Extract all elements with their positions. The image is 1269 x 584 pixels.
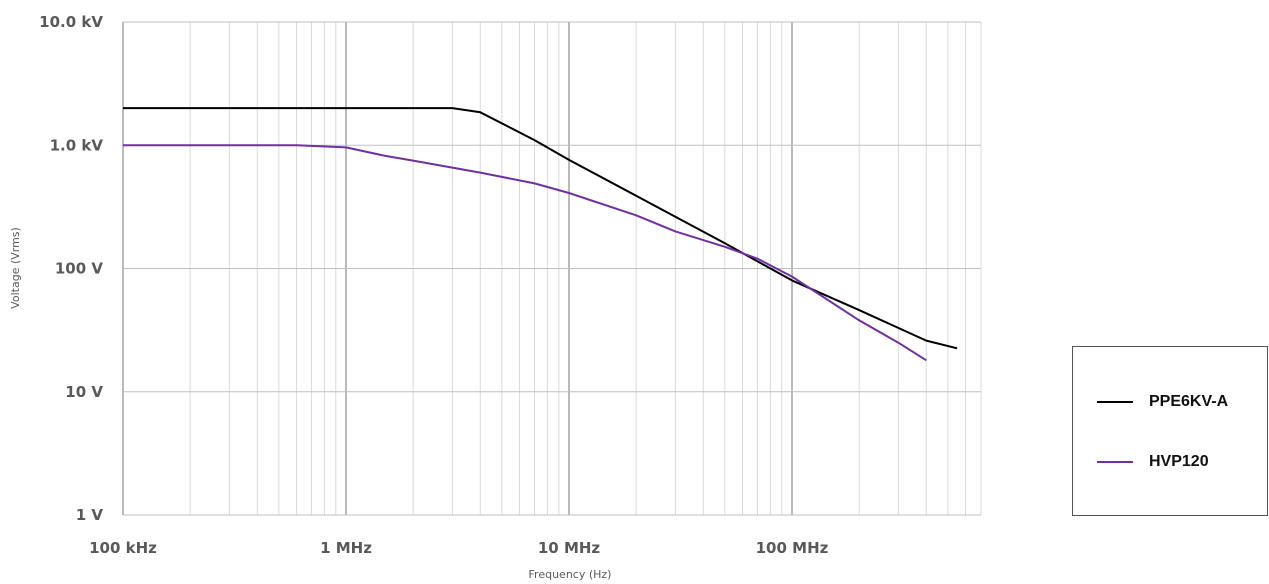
y-tick-labels: 1 V 10 V 100 V 1.0 kV 10.0 kV	[39, 13, 103, 524]
major-grid	[122, 21, 981, 516]
y-tick-label: 1.0 kV	[50, 136, 104, 154]
legend-swatch-series-0	[1097, 401, 1133, 403]
y-axis-title: Voltage (Vrms)	[9, 227, 22, 309]
y-tick-label: 10 V	[65, 383, 103, 401]
legend-swatch-series-1	[1097, 461, 1133, 463]
series-line-0	[123, 107, 958, 350]
y-tick-label: 10.0 kV	[39, 13, 103, 31]
x-axis-title: Frequency (Hz)	[529, 568, 612, 581]
chart-legend: PPE6KV-A HVP120	[1072, 346, 1268, 516]
x-tick-labels: 100 kHz 1 MHz 10 MHz 100 MHz	[89, 539, 829, 557]
y-tick-label: 100 V	[55, 260, 104, 278]
legend-item-series-1: HVP120	[1097, 453, 1209, 471]
y-tick-label: 1 V	[76, 506, 104, 524]
x-tick-label: 100 MHz	[756, 539, 829, 557]
series-lines	[123, 107, 958, 362]
x-tick-label: 10 MHz	[538, 539, 601, 557]
legend-label-series-0: PPE6KV-A	[1149, 393, 1229, 410]
series-line-1	[123, 144, 927, 362]
x-tick-label: 1 MHz	[320, 539, 372, 557]
legend-item-series-0: PPE6KV-A	[1097, 393, 1228, 411]
x-tick-label: 100 kHz	[89, 539, 157, 557]
legend-label-series-1: HVP120	[1149, 453, 1209, 470]
